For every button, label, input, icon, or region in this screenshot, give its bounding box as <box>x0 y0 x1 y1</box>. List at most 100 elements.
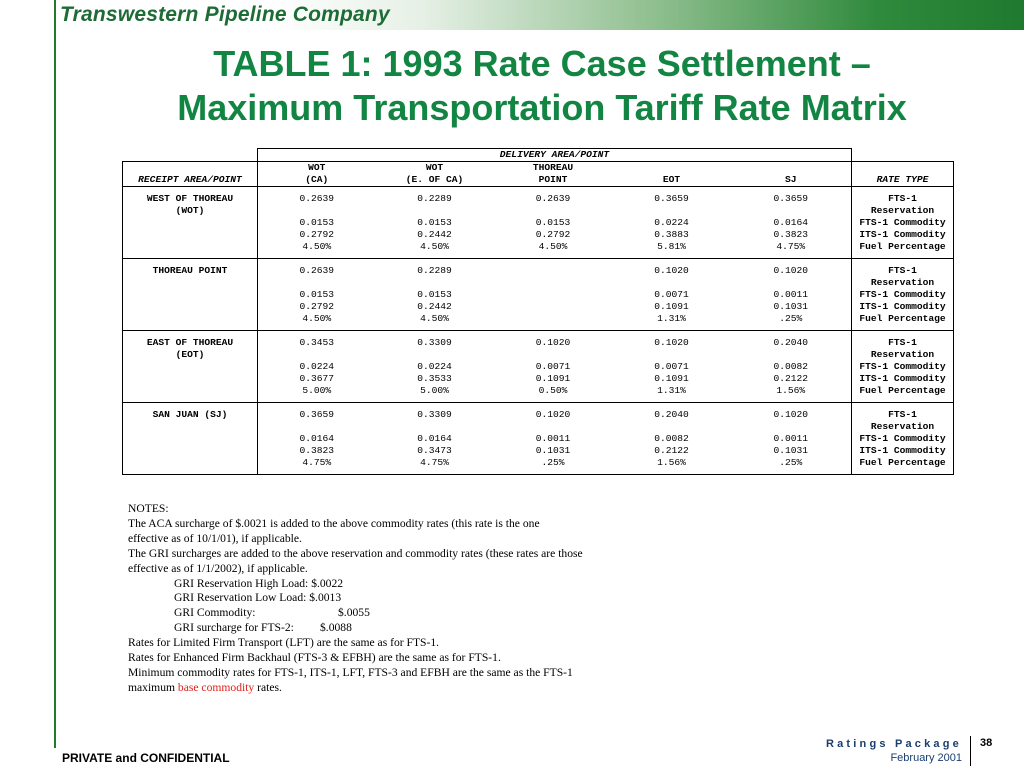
package-label: Ratings Package <box>825 738 962 750</box>
rate-value-cell: 0.3309 <box>417 408 452 420</box>
rate-value-cell: 0.3473 <box>417 444 452 456</box>
table-row: 4.75% 4.75% .25% 1.56% .25% Fuel Percentage <box>122 456 954 469</box>
rate-value-cell: 0.0153 <box>417 216 452 228</box>
gri-item-label: GRI surcharge for FTS-2: <box>174 621 294 635</box>
receipt-area-label: WEST OF THOREAU <box>122 192 258 205</box>
rate-value-cell <box>494 265 613 277</box>
rate-type-cell: FTS-1 <box>851 336 954 349</box>
rate-value-cell: 5.00% <box>420 384 449 396</box>
rate-value-cell <box>494 313 613 325</box>
rate-value-cell: 0.1031 <box>535 444 571 456</box>
rate-value-cell: 4.50% <box>420 240 449 252</box>
rate-value-cell: 0.2639 <box>257 264 376 277</box>
rate-type-cell: Reservation <box>851 276 954 289</box>
rate-value-cell <box>494 289 613 301</box>
group-end <box>122 468 954 475</box>
rate-value-cell: 0.0082 <box>654 432 689 444</box>
group-spacer <box>122 258 954 265</box>
rate-value-cell: 0.1020 <box>654 264 689 276</box>
col-header-line1 <box>730 161 852 174</box>
rate-type-cell: Fuel Percentage <box>851 240 954 253</box>
gri-item: GRI Reservation High Load: $.0022 <box>128 577 688 592</box>
rate-value-cell: 0.3883 <box>654 228 689 240</box>
rate-value-cell: 0.2639 <box>257 192 376 205</box>
rate-type-cell: FTS-1 Commodity <box>851 360 954 373</box>
table-row: SAN JUAN (SJ) 0.3659 0.3309 0.1020 0.2040 0.1… <box>122 408 954 421</box>
notes-minimum-line-1: Minimum commodity rates for FTS-1, ITS-1… <box>128 665 573 679</box>
notes-lft: Rates for Limited Firm Transport (LFT) a… <box>128 636 440 650</box>
group-end <box>122 396 954 403</box>
rate-type-cell: ITS-1 Commodity <box>851 372 954 385</box>
rate-value-cell: 0.1091 <box>535 372 571 384</box>
table-row: EAST OF THOREAU 0.3453 0.3309 0.1020 0.1020 0… <box>122 336 954 349</box>
rate-value-cell: 0.2289 <box>417 264 452 276</box>
rate-type-cell: Fuel Percentage <box>851 456 954 469</box>
rate-value-cell: 0.0224 <box>417 360 452 372</box>
receipt-area-header: RECEIPT AREA/POINT <box>122 174 258 187</box>
table-row: 0.2792 0.2442 0.2792 0.3883 0.3823 ITS-1 Comm… <box>122 228 954 241</box>
table-row: 0.0164 0.0164 0.0011 0.0082 0.0011 FTS-1 Comm… <box>122 432 954 445</box>
rate-value-cell: 0.2792 <box>535 228 571 240</box>
rate-value-cell: 4.50% <box>257 312 376 325</box>
rate-value-cell: 0.3659 <box>654 192 689 204</box>
rate-type-header: RATE TYPE <box>851 174 954 187</box>
rate-value-cell: 0.3823 <box>257 444 376 457</box>
receipt-area-label: THOREAU POINT <box>122 264 258 277</box>
notes-block: NOTES: The ACA surcharge of $.0021 is ad… <box>128 502 688 696</box>
group-end <box>122 252 954 259</box>
rate-value-cell: 4.75% <box>776 240 806 252</box>
rate-value-cell: 0.3309 <box>417 336 452 348</box>
rate-value-cell: 0.0224 <box>257 360 376 373</box>
rate-value-cell: 0.3823 <box>773 228 809 240</box>
rate-value-cell: 0.0153 <box>535 216 571 228</box>
gri-item-value: $.0022 <box>311 576 344 590</box>
rate-value-cell: 0.50% <box>538 384 568 396</box>
notes-efbh: Rates for Enhanced Firm Backhaul (FTS-3 … <box>128 651 501 665</box>
table-row: WEST OF THOREAU 0.2639 0.2289 0.2639 0.3659 0… <box>122 192 954 205</box>
rate-type-cell: FTS-1 <box>851 408 954 421</box>
rate-value-cell: 0.0164 <box>417 432 452 444</box>
rate-type-cell: Reservation <box>851 420 954 433</box>
rate-value-cell: 0.3453 <box>257 336 376 349</box>
rate-value-cell: 0.0153 <box>257 288 376 301</box>
receipt-area-label: SAN JUAN (SJ) <box>122 408 258 421</box>
rate-value-cell: 0.2639 <box>535 192 571 204</box>
rate-value-cell: 0.0071 <box>535 360 571 372</box>
col-header-line1: WOT <box>257 161 376 174</box>
rate-value-cell <box>494 301 613 313</box>
notes-aca-line-2: effective as of 10/1/01), if applicable. <box>128 531 302 545</box>
rate-value-cell: 0.2289 <box>417 192 452 204</box>
rate-value-cell: 0.0071 <box>654 360 689 372</box>
rate-type-cell: FTS-1 Commodity <box>851 288 954 301</box>
rate-value-cell: 4.75% <box>420 456 449 468</box>
rate-matrix-table: DELIVERY AREA/POINT WOT WOT THOREAU RECE… <box>122 148 954 475</box>
rate-value-cell: 0.3533 <box>417 372 452 384</box>
rate-type-cell: Fuel Percentage <box>851 312 954 325</box>
rate-type-cell: Reservation <box>851 204 954 217</box>
rate-value-cell: 0.2122 <box>654 444 689 456</box>
col-header-line2: EOT <box>612 174 731 187</box>
rate-value-cell: 0.3677 <box>257 372 376 385</box>
gri-item-label: GRI Commodity: <box>174 606 256 620</box>
table-body: DELIVERY AREA/POINT WOT WOT THOREAU RECE… <box>122 148 954 475</box>
rate-type-cell: Fuel Percentage <box>851 384 954 397</box>
table-row: 0.0153 0.0153 0.0153 0.0224 0.0164 FTS-1 Comm… <box>122 216 954 229</box>
rate-value-cell: 0.0011 <box>535 432 571 444</box>
rate-value-cell: 0.0153 <box>257 216 376 229</box>
footer-date: February 2001 <box>890 752 962 764</box>
receipt-area-label: (EOT) <box>122 348 258 361</box>
rate-value-cell: 0.1091 <box>654 300 689 312</box>
notes-min-suffix: rates. <box>257 680 282 694</box>
header-band <box>54 0 1024 30</box>
group-spacer <box>122 330 954 337</box>
gri-item: GRI Reservation Low Load: $.0013 <box>128 591 688 606</box>
rate-value-cell: 1.31% <box>657 384 686 396</box>
column-header-row-1: WOT WOT THOREAU <box>122 161 954 174</box>
rate-value-cell: 0.1020 <box>535 336 571 348</box>
rate-value-cell: .25% <box>541 456 565 468</box>
rate-value-cell: 5.81% <box>657 240 686 252</box>
col-header-line2: (E. OF CA) <box>375 174 494 187</box>
table-row: (EOT) Reservation <box>122 348 954 361</box>
base-commodity-link[interactable]: base commodity <box>177 680 255 694</box>
rate-type-cell: Reservation <box>851 348 954 361</box>
